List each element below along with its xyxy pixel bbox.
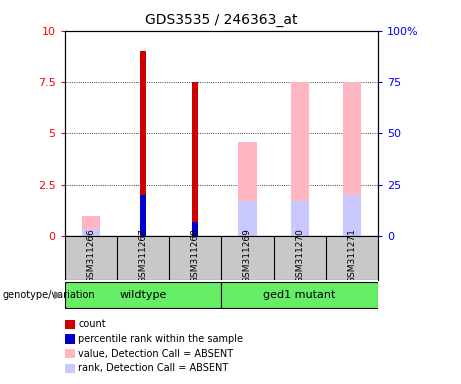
- Bar: [192, 222, 198, 236]
- Bar: [140, 51, 146, 236]
- Text: count: count: [78, 319, 106, 329]
- Bar: [290, 82, 309, 236]
- Text: GSM311268: GSM311268: [191, 228, 200, 283]
- Text: value, Detection Call = ABSENT: value, Detection Call = ABSENT: [78, 349, 233, 359]
- Text: ▶: ▶: [54, 290, 63, 300]
- Text: genotype/variation: genotype/variation: [2, 290, 95, 300]
- Bar: [221, 282, 378, 308]
- Text: GSM311270: GSM311270: [295, 228, 304, 283]
- Bar: [238, 142, 256, 236]
- Text: percentile rank within the sample: percentile rank within the sample: [78, 334, 243, 344]
- Bar: [140, 195, 146, 236]
- Bar: [343, 82, 361, 236]
- Title: GDS3535 / 246363_at: GDS3535 / 246363_at: [145, 13, 297, 27]
- Text: wildtype: wildtype: [119, 290, 166, 300]
- Text: rank, Detection Call = ABSENT: rank, Detection Call = ABSENT: [78, 363, 229, 373]
- Text: GSM311271: GSM311271: [348, 228, 356, 283]
- Bar: [82, 229, 100, 236]
- Text: GSM311267: GSM311267: [138, 228, 148, 283]
- Bar: [82, 216, 100, 236]
- Text: GSM311266: GSM311266: [86, 228, 95, 283]
- Bar: [290, 201, 309, 236]
- Bar: [238, 201, 256, 236]
- Bar: [343, 195, 361, 236]
- Bar: [65, 282, 221, 308]
- Text: GSM311269: GSM311269: [243, 228, 252, 283]
- Bar: [192, 82, 198, 236]
- Text: ged1 mutant: ged1 mutant: [264, 290, 336, 300]
